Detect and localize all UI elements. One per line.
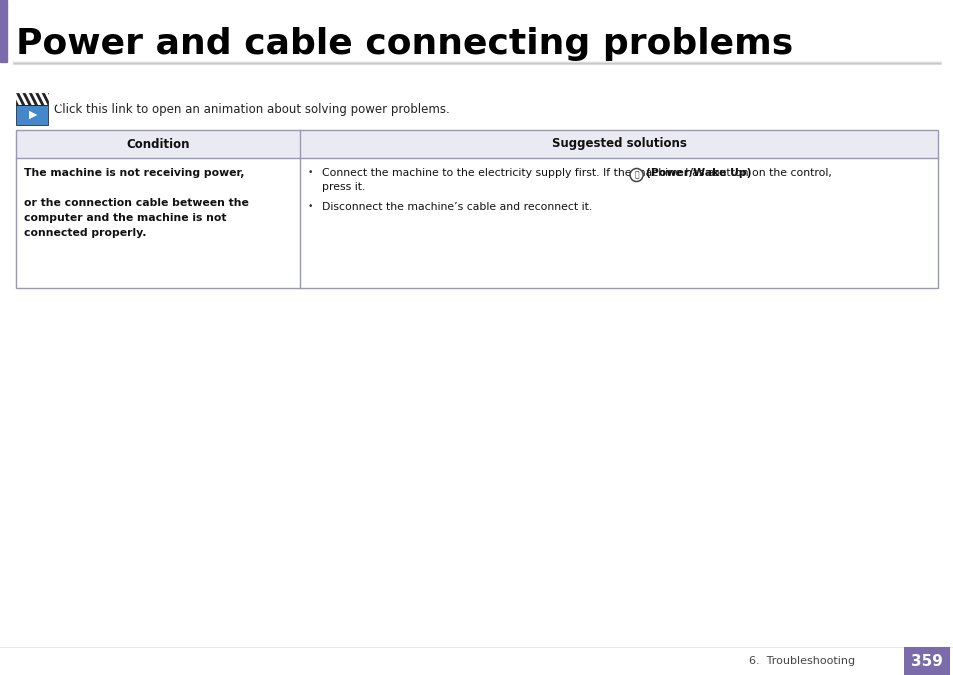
Text: button on the control,: button on the control, [709,168,831,178]
Polygon shape [38,93,48,105]
Polygon shape [19,93,29,105]
Text: Connect the machine to the electricity supply first. If the machine has a: Connect the machine to the electricity s… [322,168,718,178]
Text: (Power/Wake Up): (Power/Wake Up) [645,168,751,178]
Text: Condition: Condition [126,138,190,151]
Polygon shape [32,93,41,105]
Bar [16,130,937,158]
Bar [16,105,48,125]
Bar [16,130,937,288]
Text: computer and the machine is not: computer and the machine is not [24,213,226,223]
Text: •: • [308,202,313,211]
Bar [903,647,949,675]
Polygon shape [26,93,34,105]
Text: or the connection cable between the: or the connection cable between the [24,198,249,208]
Text: •: • [308,168,313,177]
Text: Power and cable connecting problems: Power and cable connecting problems [16,27,792,61]
Text: 6.  Troubleshooting: 6. Troubleshooting [748,656,854,666]
Circle shape [629,169,642,182]
Text: Disconnect the machine’s cable and reconnect it.: Disconnect the machine’s cable and recon… [322,202,592,212]
Text: 359: 359 [910,653,942,668]
Polygon shape [51,93,60,105]
Text: press it.: press it. [322,182,365,192]
Text: Suggested solutions: Suggested solutions [551,138,686,151]
Text: The machine is not receiving power,: The machine is not receiving power, [24,168,244,178]
Bar [16,93,48,105]
Polygon shape [12,93,22,105]
Polygon shape [29,111,37,119]
Text: connected properly.: connected properly. [24,228,147,238]
Text: Click this link to open an animation about solving power problems.: Click this link to open an animation abo… [54,103,449,115]
Polygon shape [45,93,54,105]
Text: ⏻: ⏻ [634,171,639,180]
Bar [0,0,7,62]
